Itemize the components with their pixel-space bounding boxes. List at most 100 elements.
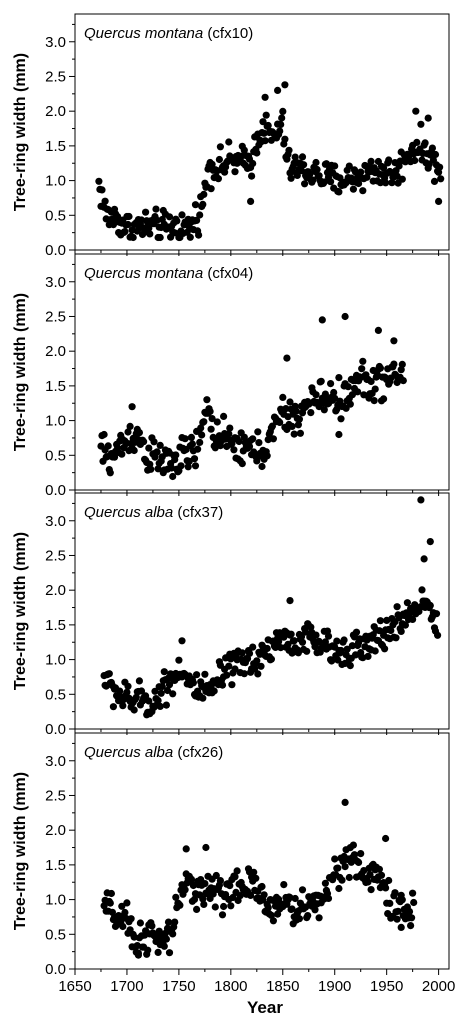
data-points xyxy=(100,496,442,719)
data-point xyxy=(257,662,265,670)
data-point xyxy=(287,174,295,182)
data-point xyxy=(201,880,209,888)
x-tick-label: 1750 xyxy=(162,978,195,995)
data-point xyxy=(238,649,246,657)
y-tick-label: 1.5 xyxy=(45,378,66,395)
data-points xyxy=(95,81,445,242)
data-point xyxy=(327,380,335,388)
data-point xyxy=(357,168,365,176)
data-point xyxy=(346,400,354,408)
data-point xyxy=(393,603,401,611)
data-point xyxy=(225,430,233,438)
data-point xyxy=(162,701,170,709)
data-point xyxy=(355,858,363,867)
data-point xyxy=(100,430,108,439)
data-point xyxy=(164,918,173,926)
data-point xyxy=(297,167,306,175)
data-point xyxy=(255,439,263,447)
data-point xyxy=(371,647,379,655)
data-point xyxy=(218,911,227,919)
data-point xyxy=(160,942,168,950)
data-point xyxy=(311,906,319,914)
data-point xyxy=(331,162,339,170)
data-point xyxy=(124,682,132,690)
data-point xyxy=(196,211,204,219)
data-point xyxy=(352,628,361,636)
data-point xyxy=(382,179,390,187)
data-point xyxy=(292,407,300,415)
data-point xyxy=(390,360,398,368)
data-point xyxy=(280,881,288,889)
data-point xyxy=(421,139,429,147)
y-tick-label: 1.0 xyxy=(45,413,66,430)
data-point xyxy=(264,904,272,912)
series-code: (cfx26) xyxy=(173,744,223,761)
data-point xyxy=(409,889,417,897)
data-point xyxy=(418,586,426,594)
y-tick-label: 2.0 xyxy=(45,822,66,839)
data-point xyxy=(386,899,394,908)
data-points xyxy=(100,798,418,959)
data-point xyxy=(194,445,202,453)
data-point xyxy=(341,312,349,321)
data-point xyxy=(377,871,386,879)
data-point xyxy=(334,656,342,664)
data-point xyxy=(152,205,160,213)
data-point xyxy=(127,915,135,923)
data-point xyxy=(393,172,401,180)
data-point xyxy=(359,187,367,195)
data-point xyxy=(245,442,254,450)
data-point xyxy=(132,693,140,701)
data-point xyxy=(236,892,244,900)
data-point xyxy=(297,633,306,641)
data-point xyxy=(291,153,299,161)
data-point xyxy=(313,165,321,174)
data-point xyxy=(300,161,308,169)
species-name: Quercus alba xyxy=(84,504,173,521)
data-point xyxy=(337,646,345,655)
data-point xyxy=(153,448,161,456)
data-point xyxy=(125,212,133,221)
data-point xyxy=(397,627,405,636)
data-point xyxy=(403,599,411,607)
data-point xyxy=(304,912,312,920)
data-point xyxy=(274,86,282,94)
data-point xyxy=(253,657,261,665)
data-point xyxy=(392,634,400,642)
data-point xyxy=(312,631,320,639)
data-point xyxy=(248,172,256,180)
data-point xyxy=(240,433,248,441)
x-tick-label: 1700 xyxy=(110,978,143,995)
data-point xyxy=(360,391,368,399)
data-point xyxy=(156,441,164,449)
data-point xyxy=(196,438,204,446)
data-point xyxy=(123,899,131,907)
series-code: (cfx10) xyxy=(203,25,253,42)
data-points xyxy=(97,312,407,481)
y-tick-label: 0.5 xyxy=(45,207,66,224)
data-point xyxy=(253,149,261,157)
series-code: (cfx04) xyxy=(203,265,253,282)
data-point xyxy=(226,424,234,432)
data-point xyxy=(169,930,177,938)
data-point xyxy=(340,636,348,644)
data-point xyxy=(405,610,414,618)
data-point xyxy=(261,93,269,101)
data-point xyxy=(358,365,366,373)
data-point xyxy=(335,884,343,893)
data-point xyxy=(129,233,137,242)
data-point xyxy=(375,627,383,635)
data-point xyxy=(334,864,342,872)
data-point xyxy=(349,841,357,849)
data-point xyxy=(315,637,323,646)
y-tick-label: 2.5 xyxy=(45,787,66,804)
y-tick-label: 2.5 xyxy=(45,547,66,564)
data-point xyxy=(393,915,401,923)
data-point xyxy=(286,398,294,406)
data-point xyxy=(345,162,353,170)
data-point xyxy=(119,702,127,710)
data-point xyxy=(169,472,177,481)
data-point xyxy=(263,644,271,653)
data-point xyxy=(431,150,440,159)
data-point xyxy=(184,463,192,471)
